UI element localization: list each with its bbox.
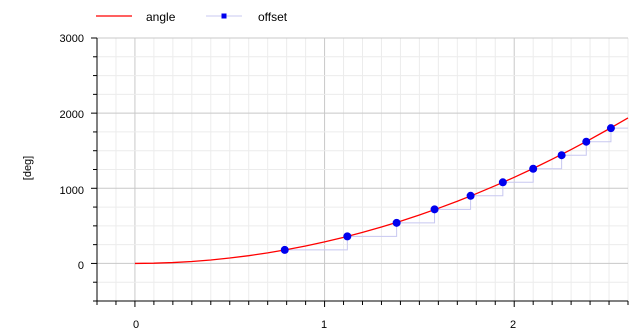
plot-series — [134, 117, 629, 265]
x-tick-label: 1 — [321, 319, 327, 331]
legend-label-angle: angle — [146, 10, 176, 24]
legend-label-offset: offset — [258, 10, 288, 24]
data-point-offset — [557, 151, 566, 160]
x-tick-label: 0 — [133, 319, 139, 331]
data-point-offset — [582, 137, 591, 146]
legend-marker-offset — [221, 13, 227, 19]
y-tick-label: 3000 — [60, 33, 84, 45]
y-tick-label: 0 — [78, 260, 84, 272]
data-point-offset — [343, 232, 352, 241]
data-point-offset — [529, 164, 538, 173]
data-point-offset — [498, 178, 507, 187]
y-tick-label: 2000 — [60, 109, 84, 121]
series-angle-line — [134, 117, 629, 265]
data-point-offset — [466, 191, 475, 200]
x-tick-label: 2 — [510, 319, 516, 331]
data-point-offset — [606, 124, 615, 133]
data-point-offset — [392, 218, 401, 227]
tick-labels: 0 1 2 3000 2000 1000 0 — [60, 33, 517, 331]
data-point-offset — [430, 205, 439, 214]
data-point-offset — [280, 245, 289, 254]
grid — [96, 37, 629, 302]
legend: angle offset — [96, 10, 288, 24]
y-tick-label: 1000 — [60, 185, 84, 197]
y-axis-label: [deg] — [22, 156, 34, 180]
axes — [91, 37, 629, 307]
